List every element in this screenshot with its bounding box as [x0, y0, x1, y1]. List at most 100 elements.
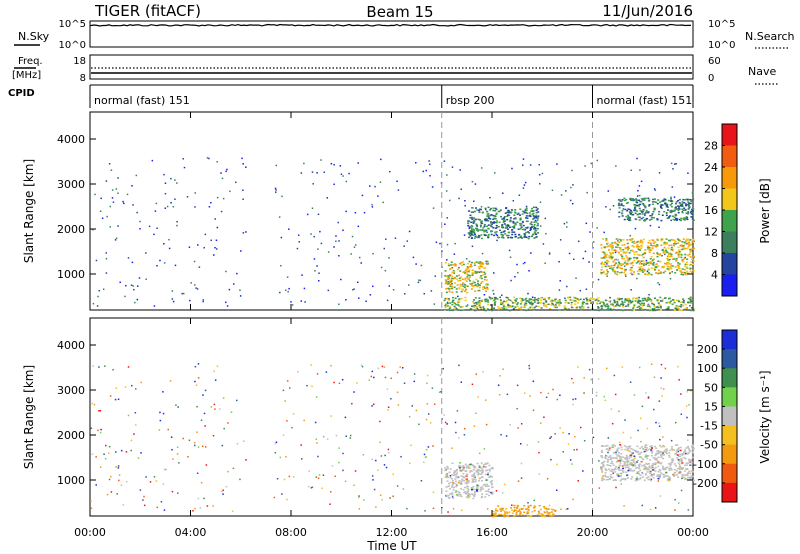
echo-point [463, 427, 466, 430]
echo-cell [616, 298, 619, 301]
echo-cell [644, 456, 647, 458]
power-ylabel: Slant Range [km] [22, 159, 36, 263]
echo-cell [521, 210, 524, 213]
echo-cell [541, 515, 544, 517]
echo-cell [479, 276, 482, 279]
echo-cell [536, 222, 539, 225]
echo-cell [631, 453, 634, 456]
echo-point [555, 489, 558, 491]
echo-point [166, 205, 169, 208]
echo-point [427, 446, 430, 448]
echo-cell [687, 448, 690, 450]
echo-cell [585, 297, 588, 300]
echo-point [428, 160, 430, 162]
echo-cell [478, 304, 481, 307]
echo-cell [494, 301, 497, 303]
echo-cell [640, 217, 643, 220]
echo-cell [627, 466, 630, 469]
echo-point [127, 366, 130, 368]
echo-point [592, 241, 595, 243]
echo-point [284, 400, 286, 402]
echo-point [426, 374, 429, 377]
echo-cell [666, 466, 669, 469]
echo-cell [467, 479, 470, 482]
echo-cell [665, 214, 668, 217]
echo-cell [670, 246, 673, 249]
echo-point [300, 172, 303, 174]
echo-cell [615, 246, 618, 248]
echo-cell [503, 230, 506, 232]
echo-cell [680, 459, 683, 462]
echo-cell [685, 464, 688, 466]
echo-cell [671, 258, 674, 261]
echo-point [369, 185, 371, 187]
echo-cell [626, 247, 629, 249]
echo-cell [466, 273, 469, 276]
echo-cell [642, 238, 645, 241]
echo-cell [647, 455, 650, 457]
echo-cell [669, 449, 672, 452]
echo-point [345, 210, 347, 213]
echo-cell [503, 514, 506, 516]
echo-cell [662, 200, 665, 202]
echo-cell [514, 209, 517, 211]
echo-point [544, 262, 546, 264]
echo-point [566, 221, 568, 224]
echo-cell [505, 300, 508, 302]
echo-cell [649, 258, 652, 260]
echo-cell [464, 478, 467, 480]
echo-point [388, 451, 390, 454]
echo-cell [455, 483, 458, 486]
echo-cell [586, 303, 589, 305]
echo-point [216, 248, 218, 250]
echo-point [351, 402, 353, 405]
echo-cell [656, 238, 659, 241]
echo-cell [461, 289, 464, 291]
echo-point [205, 464, 208, 466]
echo-cell [446, 297, 449, 300]
echo-cell [470, 224, 473, 227]
echo-point [690, 389, 692, 392]
echo-point [664, 367, 667, 370]
echo-cell [507, 299, 510, 301]
echo-cell [626, 298, 629, 300]
echo-cell [664, 201, 667, 204]
echo-cell [477, 280, 480, 282]
echo-cell [659, 205, 662, 207]
echo-point [386, 388, 389, 390]
echo-point [155, 480, 158, 482]
echo-cell [629, 301, 632, 303]
echo-cell [652, 242, 655, 244]
echo-cell [476, 471, 479, 474]
echo-point [540, 422, 542, 424]
echo-point [162, 412, 165, 415]
echo-point [286, 420, 288, 422]
echo-cell [483, 278, 486, 281]
echo-cell [486, 283, 489, 286]
echo-cell [660, 451, 663, 453]
echo-point [509, 256, 512, 258]
echo-point [452, 508, 455, 510]
echo-point [342, 452, 344, 455]
echo-cell [665, 242, 668, 244]
echo-cell [673, 244, 676, 247]
echo-cell [514, 302, 517, 304]
echo-point [335, 434, 338, 437]
echo-cell [675, 219, 678, 221]
echo-point [538, 451, 540, 454]
echo-cell [520, 507, 523, 510]
echo-cell [451, 291, 454, 293]
echo-cell [621, 309, 624, 312]
echo-point [153, 233, 155, 236]
echo-point [245, 231, 247, 233]
echo-point [216, 226, 219, 229]
echo-cell [465, 305, 468, 308]
echo-cell [636, 479, 639, 481]
echo-cell [679, 204, 682, 206]
echo-cell [535, 233, 538, 236]
echo-cell [629, 454, 632, 457]
echo-cell [610, 302, 613, 305]
echo-point [465, 258, 468, 260]
echo-cell [581, 303, 584, 305]
echo-cell [681, 245, 684, 247]
